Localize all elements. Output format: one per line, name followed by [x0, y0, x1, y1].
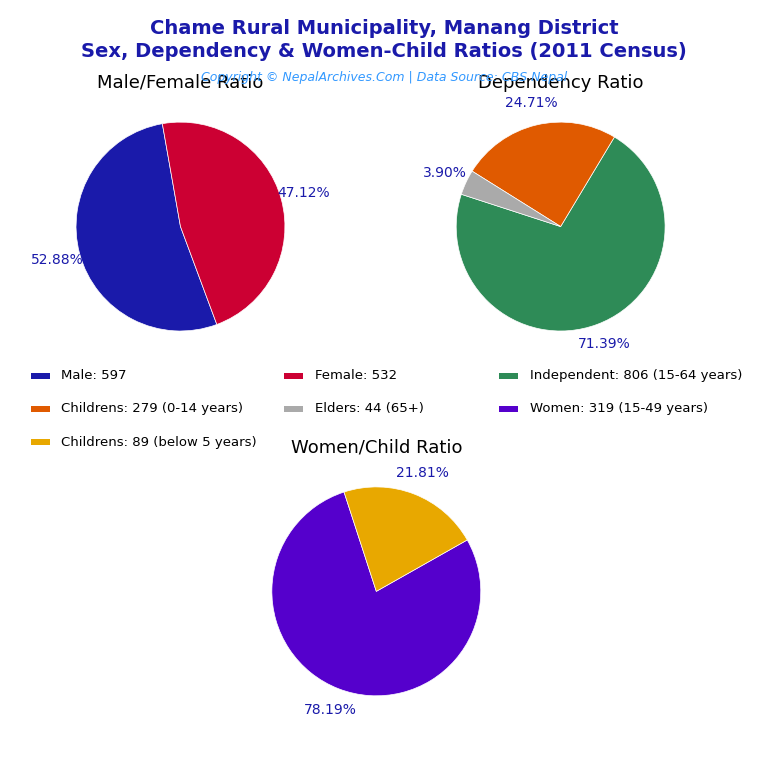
- Text: Sex, Dependency & Women-Child Ratios (2011 Census): Sex, Dependency & Women-Child Ratios (20…: [81, 42, 687, 61]
- Wedge shape: [462, 171, 561, 227]
- Text: 52.88%: 52.88%: [31, 253, 84, 267]
- Wedge shape: [344, 487, 467, 591]
- Text: Women: 319 (15-49 years): Women: 319 (15-49 years): [530, 402, 708, 415]
- Text: Female: 532: Female: 532: [315, 369, 397, 382]
- Text: Copyright © NepalArchives.Com | Data Source: CBS Nepal: Copyright © NepalArchives.Com | Data Sou…: [201, 71, 567, 84]
- Bar: [31, 406, 50, 412]
- Bar: [499, 373, 518, 379]
- Text: 47.12%: 47.12%: [277, 186, 329, 200]
- Wedge shape: [162, 122, 285, 324]
- Wedge shape: [472, 122, 614, 227]
- Text: 3.90%: 3.90%: [423, 166, 467, 180]
- Text: Independent: 806 (15-64 years): Independent: 806 (15-64 years): [530, 369, 743, 382]
- Text: 21.81%: 21.81%: [396, 465, 449, 479]
- Bar: [284, 373, 303, 379]
- Wedge shape: [456, 137, 665, 331]
- Wedge shape: [272, 492, 481, 696]
- Bar: [284, 406, 303, 412]
- Text: Elders: 44 (65+): Elders: 44 (65+): [315, 402, 424, 415]
- Text: 78.19%: 78.19%: [303, 703, 356, 717]
- Text: Chame Rural Municipality, Manang District: Chame Rural Municipality, Manang Distric…: [150, 19, 618, 38]
- Text: 71.39%: 71.39%: [578, 337, 631, 351]
- Text: Childrens: 89 (below 5 years): Childrens: 89 (below 5 years): [61, 435, 257, 449]
- Text: Male: 597: Male: 597: [61, 369, 127, 382]
- Bar: [31, 439, 50, 445]
- Text: Childrens: 279 (0-14 years): Childrens: 279 (0-14 years): [61, 402, 243, 415]
- Title: Women/Child Ratio: Women/Child Ratio: [290, 439, 462, 456]
- Title: Dependency Ratio: Dependency Ratio: [478, 74, 644, 91]
- Title: Male/Female Ratio: Male/Female Ratio: [98, 74, 263, 91]
- Text: 24.71%: 24.71%: [505, 96, 558, 110]
- Bar: [31, 373, 50, 379]
- Wedge shape: [76, 124, 217, 331]
- Bar: [499, 406, 518, 412]
